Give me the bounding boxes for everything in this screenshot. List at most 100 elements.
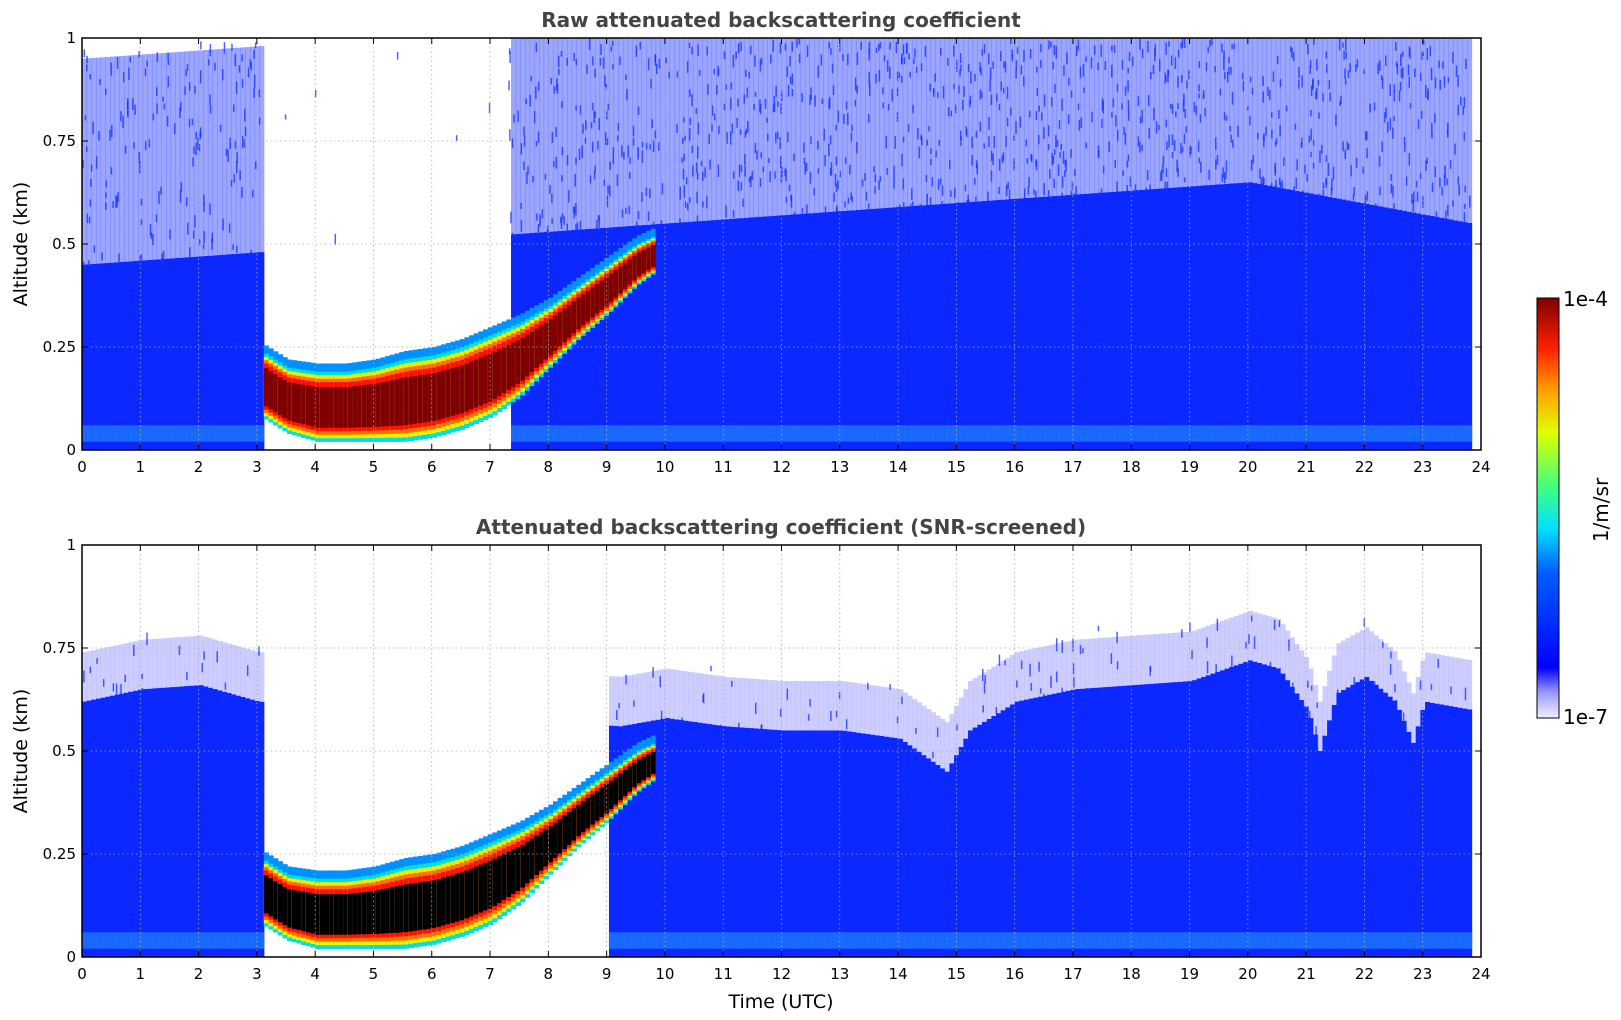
heatmap-noise-speck: [910, 203, 912, 214]
heatmap-aerosol-column: [935, 765, 941, 957]
heatmap-surface-band: [128, 932, 134, 949]
heatmap-cloud-band: [557, 312, 563, 347]
heatmap-noise-speck: [902, 44, 905, 56]
heatmap-surface-band: [1191, 425, 1198, 442]
heatmap-noise-speck: [158, 191, 160, 204]
heatmap-surface-band: [123, 425, 130, 442]
heatmap-aerosol-column: [618, 726, 624, 957]
heatmap-surface-band: [1336, 425, 1342, 442]
heatmap-cloud-band: [441, 370, 447, 419]
heatmap-noise-speck: [199, 131, 201, 140]
heatmap-noise-speck: [806, 45, 809, 58]
heatmap-noise-speck: [1452, 51, 1454, 64]
heatmap-aerosol-column: [1345, 687, 1351, 957]
heatmap-noise-fringe: [1135, 635, 1142, 685]
heatmap-noise-speck: [787, 85, 790, 97]
heatmap-aerosol-column: [1051, 693, 1058, 957]
heatmap-cloud-band: [515, 847, 521, 891]
heatmap-surface-band: [1070, 425, 1076, 442]
heatmap-cloud-band: [529, 838, 535, 880]
heatmap-aerosol-column: [664, 718, 671, 957]
heatmap-aerosol-column: [161, 687, 167, 957]
heatmap-noise-speck: [1332, 166, 1335, 180]
heatmap-noise-speck: [1176, 159, 1178, 173]
heatmap-noise-speck: [779, 42, 782, 54]
heatmap-noise-speck: [1177, 49, 1180, 58]
heatmap-noise-speck: [585, 120, 587, 130]
heatmap-noise-fringe: [1131, 635, 1137, 686]
heatmap-aerosol-column: [1229, 666, 1235, 957]
heatmap-noise-speck: [649, 188, 651, 199]
heatmap-aerosol-column: [622, 725, 629, 957]
heatmap-surface-band: [1107, 425, 1114, 442]
y-tick-label: 0.75: [43, 639, 76, 657]
heatmap-aerosol-column: [758, 216, 764, 450]
heatmap-noise-speck: [1074, 169, 1076, 176]
heatmap-noise-fringe: [1177, 38, 1184, 188]
heatmap-noise-speck: [697, 122, 700, 135]
heatmap-aerosol-column: [590, 228, 596, 450]
heatmap-noise-fringe: [660, 669, 666, 719]
heatmap-surface-band: [175, 932, 181, 949]
heatmap-noise-speck: [1431, 122, 1433, 135]
heatmap-surface-band: [660, 932, 666, 949]
heatmap-noise-speck: [561, 213, 564, 220]
heatmap-surface-band: [1000, 932, 1006, 949]
heatmap-surface-band: [198, 425, 204, 442]
heatmap-cloud-band: [329, 894, 335, 935]
heatmap-aerosol-column: [1112, 686, 1118, 957]
heatmap-noise-speck: [983, 44, 986, 54]
heatmap-noise-fringe: [170, 637, 176, 688]
heatmap-surface-band: [198, 932, 204, 949]
heatmap-noise-speck: [760, 57, 763, 65]
heatmap-surface-band: [982, 425, 988, 442]
heatmap-noise-speck: [111, 124, 113, 138]
heatmap-noise-speck: [557, 55, 560, 68]
heatmap-surface-band: [1201, 932, 1207, 949]
heatmap-noise-speck: [750, 45, 752, 55]
heatmap-noise-fringe: [1005, 657, 1011, 708]
heatmap-noise-speck: [1330, 187, 1333, 196]
heatmap-noise-speck: [833, 192, 836, 202]
heatmap-surface-band: [1439, 425, 1445, 442]
heatmap-noise-speck: [867, 113, 870, 123]
heatmap-noise-speck: [1340, 95, 1342, 105]
heatmap-noise-speck: [843, 113, 845, 125]
heatmap-noise-speck: [561, 101, 563, 109]
heatmap-cloud-band: [539, 325, 545, 364]
heatmap-surface-band: [744, 932, 750, 949]
heatmap-aerosol-column: [1224, 668, 1230, 957]
heatmap-noise-speck: [1033, 189, 1035, 195]
heatmap-surface-band: [753, 932, 759, 949]
heatmap-noise-speck: [1050, 675, 1052, 688]
heatmap-noise-speck: [1004, 660, 1006, 666]
heatmap-aerosol-column: [1387, 208, 1393, 450]
heatmap-surface-band: [697, 932, 703, 949]
heatmap-noise-speck: [764, 98, 767, 109]
heatmap-surface-band: [711, 425, 717, 442]
heatmap-noise-speck: [1263, 135, 1265, 148]
heatmap-noise-speck: [1209, 39, 1211, 48]
heatmap-noise-fringe: [165, 52, 172, 259]
heatmap-noise-speck: [1122, 170, 1124, 177]
heatmap-noise-speck: [508, 80, 510, 91]
heatmap-noise-speck: [1225, 160, 1228, 174]
heatmap-noise-fringe: [828, 38, 834, 212]
x-tick-label: 7: [485, 965, 495, 983]
heatmap-noise-fringe: [1378, 38, 1384, 207]
heatmap-aerosol-column: [818, 212, 824, 450]
heatmap-surface-band: [748, 425, 755, 442]
heatmap-noise-speck: [854, 77, 857, 91]
heatmap-noise-speck: [511, 138, 514, 149]
heatmap-aerosol-column: [1154, 683, 1160, 957]
heatmap-noise-speck: [911, 188, 913, 200]
heatmap-noise-speck: [203, 651, 205, 660]
heatmap-noise-speck: [600, 44, 602, 56]
heatmap-noise-speck: [735, 51, 737, 60]
heatmap-noise-speck: [832, 85, 835, 96]
heatmap-noise-fringe: [692, 672, 699, 722]
heatmap-noise-speck: [1295, 177, 1298, 189]
heatmap-noise-speck: [1385, 107, 1387, 119]
heatmap-noise-speck: [1402, 67, 1404, 79]
heatmap-noise-speck: [1392, 127, 1394, 139]
